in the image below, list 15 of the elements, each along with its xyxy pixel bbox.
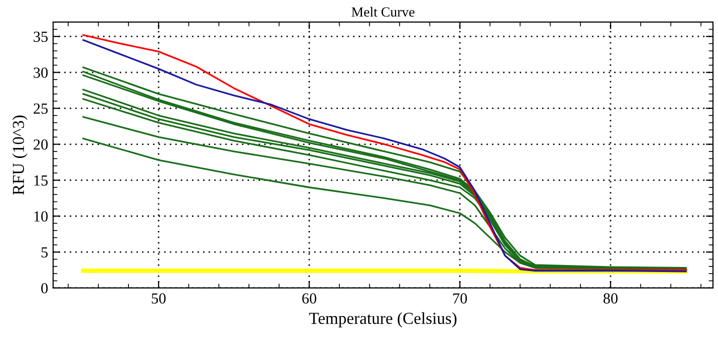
y-tick-label: 30 (34, 68, 48, 78)
y-tick-label: 20 (34, 139, 48, 150)
y-tick-label: 35 (34, 32, 48, 42)
y-tick-label: 25 (34, 104, 48, 114)
y-tick-label: 0 (41, 283, 48, 294)
y-tick-label: 10 (34, 211, 48, 222)
x-tick-label: 70 (453, 293, 467, 304)
chart-title: Melt Curve (352, 6, 414, 17)
x-tick-label: 60 (302, 293, 316, 304)
y-tick-label: 15 (34, 175, 48, 186)
x-tick-label: 80 (603, 293, 618, 304)
x-tick-label: 50 (152, 293, 166, 304)
y-tick-label: 5 (42, 247, 48, 258)
x-axis-title: Temperature (Celsius) (309, 312, 456, 328)
y-axis-title: RFU (10^3) (12, 116, 28, 195)
